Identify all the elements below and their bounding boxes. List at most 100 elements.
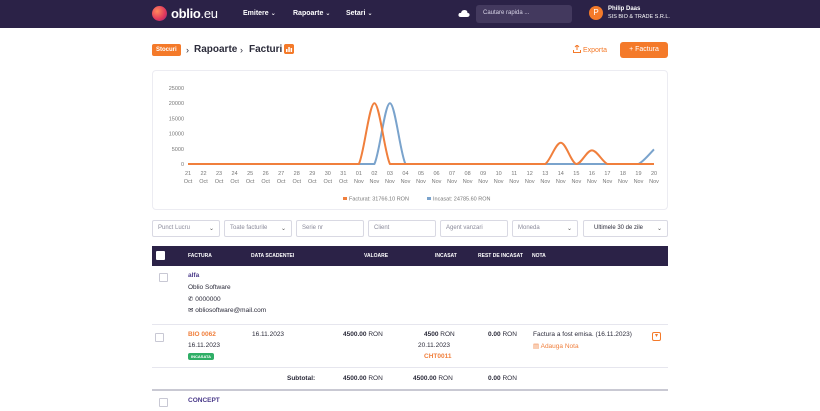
x-tick-label: Oct xyxy=(230,179,239,185)
invoice-date: 16.11.2023 xyxy=(188,342,221,349)
x-tick-label: 06 xyxy=(433,171,439,177)
x-tick-label: 12 xyxy=(527,171,533,177)
x-tick-label: Nov xyxy=(447,179,457,185)
invoice-value: 4500.00 RON xyxy=(343,331,383,338)
nav-emitere[interactable]: Emitere ⌄ xyxy=(243,10,276,17)
filter-moneda[interactable]: Moneda ⌄ xyxy=(512,220,578,237)
x-tick-label: 15 xyxy=(573,171,579,177)
export-button[interactable]: Exporta xyxy=(573,44,607,54)
x-tick-label: 05 xyxy=(418,171,424,177)
user-avatar[interactable]: P xyxy=(589,6,603,20)
x-tick-label: Oct xyxy=(261,179,270,185)
y-tick-label: 5000 xyxy=(172,147,184,153)
filter-punct-lucru[interactable]: Punct Lucru ⌄ xyxy=(152,220,220,237)
logo[interactable]: oblio.eu xyxy=(152,6,218,21)
x-tick-label: Nov xyxy=(354,179,364,185)
client-name[interactable]: CONCEPT xyxy=(188,397,220,404)
x-tick-label: Nov xyxy=(370,179,380,185)
x-tick-label: Nov xyxy=(603,179,613,185)
x-tick-label: 10 xyxy=(496,171,502,177)
x-tick-label: 31 xyxy=(340,171,346,177)
chevron-down-icon: ⌄ xyxy=(208,226,214,232)
add-invoice-button[interactable]: + Factura xyxy=(620,42,668,58)
chart-icon[interactable] xyxy=(284,44,294,54)
nav-setari[interactable]: Setari ⌄ xyxy=(346,10,373,17)
client-company: Oblio Software xyxy=(188,284,231,291)
client-checkbox[interactable] xyxy=(159,273,168,282)
x-tick-label: 07 xyxy=(449,171,455,177)
cloud-icon[interactable] xyxy=(458,9,470,17)
x-tick-label: Oct xyxy=(277,179,286,185)
invoice-due-date: 16.11.2023 xyxy=(252,331,285,338)
header-factura: FACTURA xyxy=(188,253,212,259)
x-tick-label: 04 xyxy=(402,171,408,177)
header-valoare: VALOARE xyxy=(364,253,389,259)
chevron-down-icon: ⌄ xyxy=(325,11,331,17)
search-input[interactable]: Cautare rapida ... xyxy=(476,5,572,23)
filter-agent-vanzari[interactable]: Agent vanzari xyxy=(440,220,508,237)
table-header: FACTURA DATA SCADENTEI VALOARE INCASAT R… xyxy=(152,246,668,266)
filter-serie-nr[interactable]: Serie nr xyxy=(296,220,364,237)
x-tick-label: 30 xyxy=(325,171,331,177)
client-checkbox[interactable] xyxy=(159,398,168,407)
x-tick-label: Oct xyxy=(199,179,208,185)
legend-label: Facturat: 31766.10 RON xyxy=(349,197,409,203)
x-tick-label: 22 xyxy=(200,171,206,177)
legend-swatch xyxy=(343,197,347,200)
invoice-checkbox[interactable] xyxy=(155,333,164,342)
x-tick-label: 27 xyxy=(278,171,284,177)
x-tick-label: Nov xyxy=(463,179,473,185)
mail-icon: ✉ xyxy=(188,307,194,314)
x-tick-label: Oct xyxy=(324,179,333,185)
x-tick-label: Nov xyxy=(634,179,644,185)
x-tick-label: Oct xyxy=(184,179,193,185)
x-tick-label: 28 xyxy=(294,171,300,177)
breadcrumb-separator: › xyxy=(240,45,243,55)
user-name[interactable]: Philip Daas xyxy=(608,6,641,12)
x-tick-label: Nov xyxy=(525,179,535,185)
x-tick-label: 25 xyxy=(247,171,253,177)
chart-card: 25000 20000 15000 10000 5000 0 21 Oct 22 Oct 23 Oct… xyxy=(152,70,668,210)
invoice-rest: 0.00 RON xyxy=(488,331,517,338)
x-tick-label: Oct xyxy=(308,179,317,185)
x-tick-label: Nov xyxy=(649,179,659,185)
x-tick-label: 16 xyxy=(589,171,595,177)
x-tick-label: Nov xyxy=(432,179,442,185)
phone-icon: ✆ xyxy=(188,296,194,303)
invoice-paid-date: 20.11.2023 xyxy=(418,342,451,349)
x-tick-label: Nov xyxy=(571,179,581,185)
user-company: SIS BIO & TRADE S.R.L. xyxy=(608,14,670,20)
x-tick-label: 19 xyxy=(635,171,641,177)
client-name[interactable]: alfa xyxy=(188,272,200,279)
row-actions-dropdown[interactable]: ▾ xyxy=(652,332,661,341)
add-note-link[interactable]: ▤ Adauga Nota xyxy=(533,343,579,350)
header-incasat: INCASAT xyxy=(435,253,457,259)
invoice-number[interactable]: BIO 0062 xyxy=(188,331,216,338)
subtotal-label: Subtotal: xyxy=(287,375,316,382)
client-phone: ✆ 0000000 xyxy=(188,296,221,303)
logo-icon xyxy=(152,6,167,21)
x-tick-label: Oct xyxy=(292,179,301,185)
nav-rapoarte[interactable]: Rapoarte ⌄ xyxy=(293,10,331,17)
x-tick-label: Oct xyxy=(339,179,348,185)
row-divider xyxy=(152,324,668,325)
filter-client[interactable]: Client xyxy=(368,220,436,237)
select-all-checkbox[interactable] xyxy=(156,251,165,260)
breadcrumb-rapoarte[interactable]: Rapoarte xyxy=(194,44,238,55)
y-tick-label: 0 xyxy=(181,162,184,168)
chevron-down-icon: ⌄ xyxy=(280,226,286,232)
x-tick-label: Nov xyxy=(556,179,566,185)
x-tick-label: 21 xyxy=(185,171,191,177)
legend-swatch xyxy=(427,197,431,200)
filter-period[interactable]: Ultimele 30 de zile ⌄ xyxy=(583,220,668,237)
x-tick-label: 08 xyxy=(465,171,471,177)
header-nota: NOTA xyxy=(532,253,546,259)
x-tick-label: 13 xyxy=(542,171,548,177)
stocuri-badge[interactable]: Stocuri xyxy=(152,44,181,56)
subtotal-value: 4500.00 RON xyxy=(343,375,383,382)
x-tick-label: 09 xyxy=(480,171,486,177)
top-navbar: oblio.eu Emitere ⌄ Rapoarte ⌄ Setari ⌄ Caut… xyxy=(0,0,820,28)
payment-document-link[interactable]: CHT0011 xyxy=(424,353,452,360)
x-tick-label: Nov xyxy=(540,179,550,185)
filter-tip-facturi[interactable]: Toate facturile ⌄ xyxy=(224,220,292,237)
